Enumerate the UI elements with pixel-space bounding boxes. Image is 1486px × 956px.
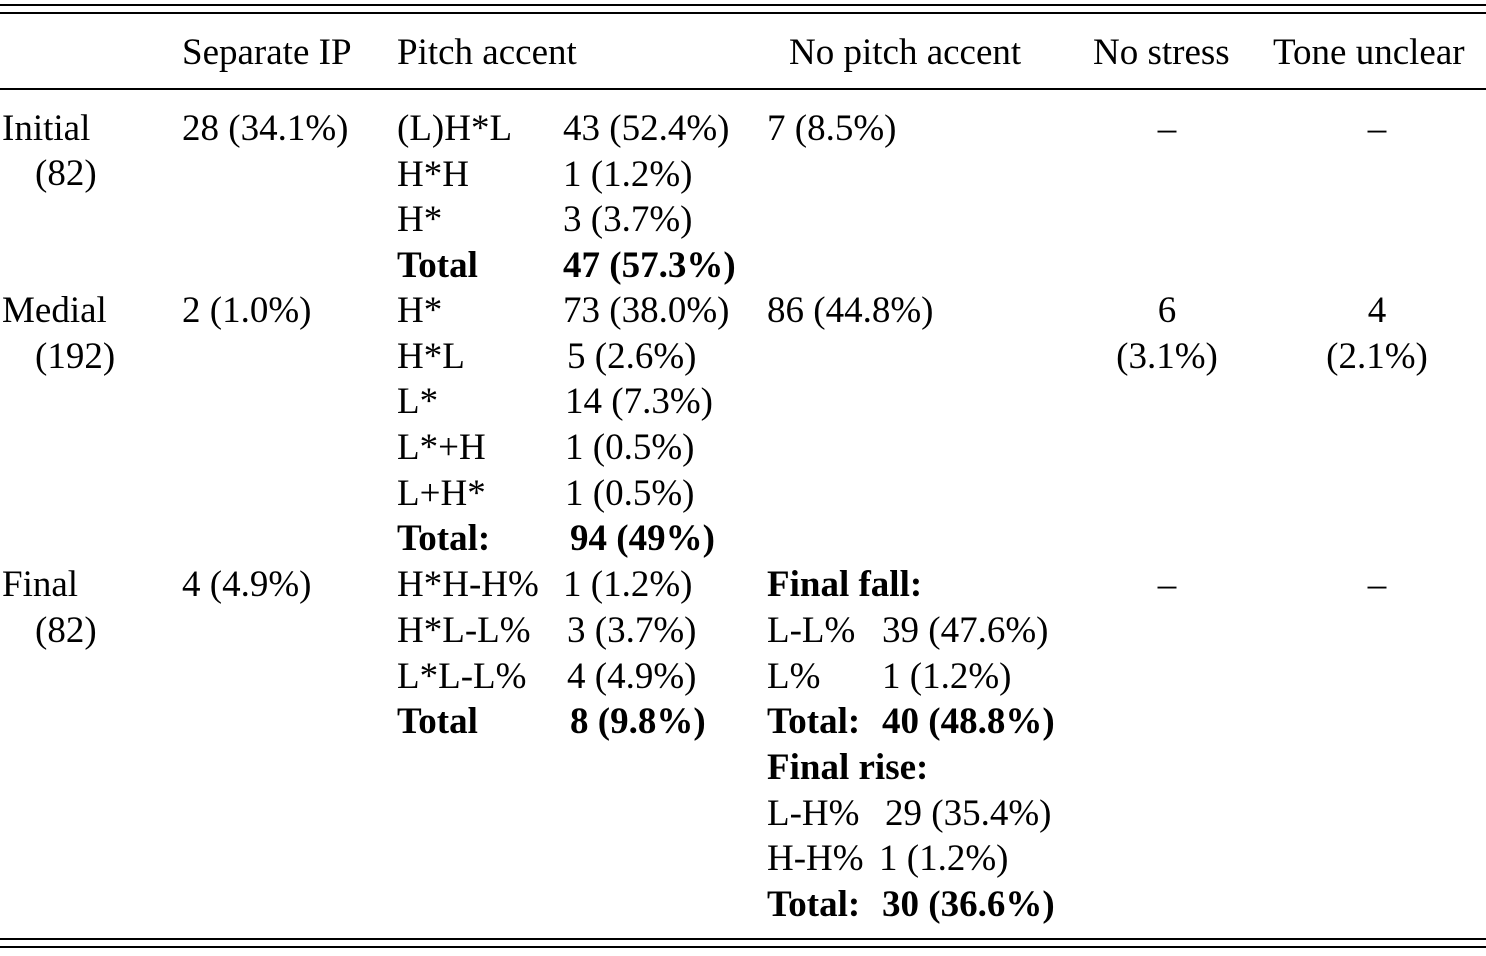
row-count-initial: (82) [35, 153, 97, 194]
initial-accent-tone: H*H [397, 154, 469, 195]
medial-no-pitch-accent: 86 (44.8%) [767, 290, 934, 331]
final-no-stress: – [1157, 564, 1177, 605]
medial-total-label: Total: [397, 518, 491, 559]
initial-separate-ip: 28 (34.1%) [182, 108, 349, 149]
final-rise-tone: L-H% [767, 793, 860, 834]
final-rise-total-label: Total: [767, 884, 861, 925]
bottom-rule-2 [0, 946, 1486, 948]
medial-accent-value: 5 (2.6%) [567, 336, 697, 377]
initial-accent-value: 1 (1.2%) [563, 154, 693, 195]
initial-total-value: 47 (57.3%) [563, 245, 736, 286]
final-fall-value: 1 (1.2%) [882, 656, 1012, 697]
final-rise-value: 29 (35.4%) [885, 793, 1052, 834]
initial-total-label: Total [397, 245, 478, 286]
final-fall-heading: Final fall: [767, 564, 923, 605]
header-tone-unclear: Tone unclear [1273, 32, 1465, 73]
final-total-value: 8 (9.8%) [570, 701, 706, 742]
medial-accent-tone: L*+H [397, 427, 486, 468]
final-accent-tone: H*H-H% [397, 564, 539, 605]
medial-separate-ip: 2 (1.0%) [182, 290, 312, 331]
medial-no-stress-percent: (3.1%) [1116, 336, 1218, 377]
row-label-final: Final [2, 564, 79, 605]
top-rule-2 [0, 12, 1486, 14]
row-count-medial: (192) [35, 336, 116, 377]
final-accent-value: 3 (3.7%) [567, 610, 697, 651]
medial-total-value: 94 (49%) [570, 518, 715, 559]
medial-accent-value: 1 (0.5%) [565, 473, 695, 514]
medial-accent-tone: L+H* [397, 473, 486, 514]
final-tone-unclear: – [1367, 564, 1387, 605]
row-count-final: (82) [35, 610, 97, 651]
medial-accent-tone: H*L [397, 336, 465, 377]
final-accent-value: 4 (4.9%) [567, 656, 697, 697]
medial-accent-value: 73 (38.0%) [563, 290, 730, 331]
initial-no-stress: – [1157, 108, 1177, 149]
final-rise-value: 1 (1.2%) [879, 838, 1009, 879]
final-separate-ip: 4 (4.9%) [182, 564, 312, 605]
final-fall-total-label: Total: [767, 701, 861, 742]
medial-accent-value: 1 (0.5%) [565, 427, 695, 468]
initial-accent-value: 3 (3.7%) [563, 199, 693, 240]
medial-accent-tone: H* [397, 290, 443, 331]
header-rule [0, 88, 1486, 90]
medial-tone-unclear-percent: (2.1%) [1326, 336, 1428, 377]
medial-accent-value: 14 (7.3%) [565, 381, 713, 422]
final-fall-tone: L% [767, 656, 821, 697]
medial-no-stress-count: 6 [1157, 290, 1177, 331]
medial-accent-tone: L* [397, 381, 439, 422]
final-fall-value: 39 (47.6%) [882, 610, 1049, 651]
bottom-rule-1 [0, 938, 1486, 940]
header-no-stress: No stress [1093, 32, 1230, 73]
header-separate-ip: Separate IP [182, 32, 352, 73]
final-rise-total-value: 30 (36.6%) [882, 884, 1055, 925]
initial-accent-value: 43 (52.4%) [563, 108, 730, 149]
final-rise-tone: H-H% [767, 838, 864, 879]
header-pitch-accent: Pitch accent [397, 32, 577, 73]
final-fall-total-value: 40 (48.8%) [882, 701, 1055, 742]
initial-accent-tone: (L)H*L [397, 108, 513, 149]
initial-tone-unclear: – [1367, 108, 1387, 149]
final-accent-tone: L*L-L% [397, 656, 527, 697]
row-label-initial: Initial [2, 108, 91, 149]
top-rule-1 [0, 4, 1486, 6]
row-label-medial: Medial [2, 290, 107, 331]
final-accent-tone: H*L-L% [397, 610, 531, 651]
initial-accent-tone: H* [397, 199, 443, 240]
final-total-label: Total [397, 701, 478, 742]
initial-no-pitch-accent: 7 (8.5%) [767, 108, 897, 149]
final-rise-heading: Final rise: [767, 747, 929, 788]
final-accent-value: 1 (1.2%) [563, 564, 693, 605]
medial-tone-unclear-count: 4 [1367, 290, 1387, 331]
final-fall-tone: L-L% [767, 610, 856, 651]
header-no-pitch-accent: No pitch accent [789, 32, 1022, 73]
